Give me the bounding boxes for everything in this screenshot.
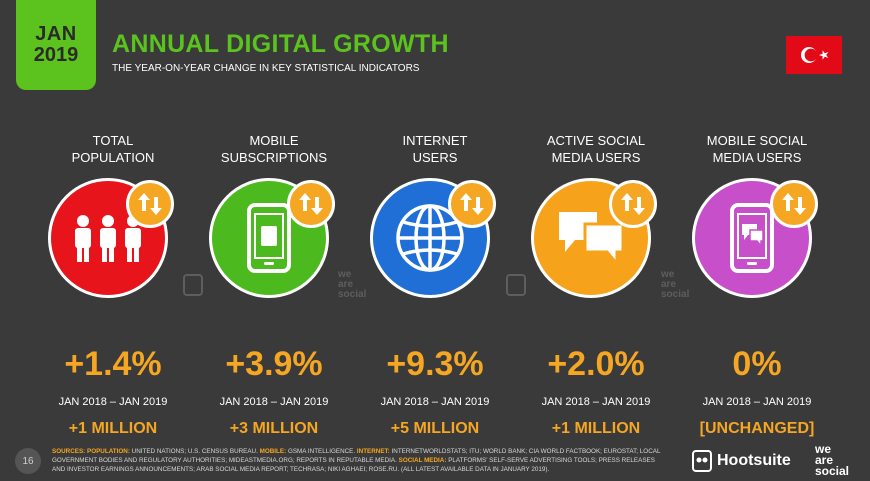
date-year: 2019 bbox=[33, 44, 79, 66]
label-line2: MEDIA USERS bbox=[712, 150, 802, 165]
source-internet: INTERNETWORLDSTATS; ITU; WORLD BANK; CIA… bbox=[52, 448, 661, 464]
logo-line1: we bbox=[815, 442, 832, 456]
date-range: JAN 2018 – JAN 2019 bbox=[541, 396, 651, 408]
sources-label: SOURCES: bbox=[52, 448, 86, 455]
watermark-line3: social bbox=[338, 289, 367, 300]
source-population: UNITED NATIONS; U.S. CENSUS BUREAU. bbox=[129, 448, 260, 455]
change-percent: +2.0% bbox=[547, 345, 645, 383]
label-line2: MEDIA USERS bbox=[551, 150, 641, 165]
absolute-change: +1 MILLION bbox=[551, 420, 641, 437]
indicator-label: MOBILE SUBSCRIPTIONS bbox=[199, 132, 349, 168]
indicator-label: MOBILE SOCIAL MEDIA USERS bbox=[682, 132, 832, 168]
date-range: JAN 2018 – JAN 2019 bbox=[702, 396, 812, 408]
people-icon bbox=[48, 178, 168, 298]
date-month: JAN bbox=[35, 23, 77, 45]
date-range: JAN 2018 – JAN 2019 bbox=[58, 396, 168, 408]
source-key-population: POPULATION: bbox=[87, 448, 130, 455]
indicator-internet-users: INTERNET USERS +9.3% JAN 2018 – JAN 2019… bbox=[360, 132, 510, 438]
indicator-circle bbox=[48, 178, 174, 298]
change-percent: +1.4% bbox=[64, 345, 162, 383]
label-line2: POPULATION bbox=[71, 150, 155, 165]
change-percent: +9.3% bbox=[386, 345, 484, 383]
updown-arrows-icon bbox=[448, 180, 496, 228]
absolute-change: [UNCHANGED] bbox=[699, 420, 815, 437]
label-line2: USERS bbox=[412, 150, 458, 165]
indicator-mobile-subscriptions: MOBILE SUBSCRIPTIONS +3.9% JAN 2018 – JA… bbox=[199, 132, 349, 438]
we-are-social-watermark: we are social bbox=[338, 270, 366, 300]
label-line1: INTERNET bbox=[402, 133, 468, 148]
updown-arrows-icon bbox=[770, 180, 818, 228]
indicator-mobile-social-media-users: MOBILE SOCIAL MEDIA USERS 0% JAN 2018 – … bbox=[682, 132, 832, 438]
date-badge: JAN 2019 bbox=[16, 0, 96, 90]
updown-arrows-icon bbox=[287, 180, 335, 228]
indicator-label: ACTIVE SOCIAL MEDIA USERS bbox=[521, 132, 671, 168]
turkey-flag-icon bbox=[786, 36, 842, 74]
updown-arrows-icon bbox=[609, 180, 657, 228]
indicator-circle bbox=[531, 178, 657, 298]
indicator-label: INTERNET USERS bbox=[360, 132, 510, 168]
owl-icon bbox=[692, 450, 712, 472]
watermark-line1: we bbox=[338, 269, 352, 280]
chat-bubbles-icon bbox=[531, 178, 651, 298]
change-percent: +3.9% bbox=[225, 345, 323, 383]
label-line2: SUBSCRIPTIONS bbox=[220, 150, 328, 165]
logo-line3: social bbox=[815, 464, 850, 478]
source-key-mobile: MOBILE: bbox=[259, 448, 287, 455]
sources-text: SOURCES: POPULATION: UNITED NATIONS; U.S… bbox=[52, 447, 664, 474]
we-are-social-watermark: we are social bbox=[661, 270, 689, 300]
watermark-line1: we bbox=[661, 269, 675, 280]
page-subtitle: THE YEAR-ON-YEAR CHANGE IN KEY STATISTIC… bbox=[112, 63, 420, 74]
owl-watermark-icon bbox=[506, 274, 526, 296]
indicator-circle bbox=[209, 178, 335, 298]
change-percent: 0% bbox=[732, 345, 782, 383]
indicator-active-social-media-users: ACTIVE SOCIAL MEDIA USERS +2.0% JAN 2018… bbox=[521, 132, 671, 438]
updown-arrows-icon bbox=[126, 180, 174, 228]
source-key-social: SOCIAL MEDIA: bbox=[398, 457, 447, 464]
owl-watermark-icon bbox=[183, 274, 203, 296]
absolute-change: +1 MILLION bbox=[68, 420, 158, 437]
watermark-line2: are bbox=[338, 279, 354, 290]
indicator-circle bbox=[692, 178, 818, 298]
source-key-internet: INTERNET: bbox=[356, 448, 390, 455]
page-title: ANNUAL DIGITAL GROWTH bbox=[112, 30, 449, 58]
label-line1: ACTIVE SOCIAL bbox=[546, 133, 646, 148]
label-line1: MOBILE bbox=[249, 133, 299, 148]
hootsuite-logo: Hootsuite bbox=[692, 450, 791, 472]
absolute-change: +5 MILLION bbox=[390, 420, 480, 437]
page-number: 16 bbox=[15, 448, 41, 474]
source-social: PLATFORMS' SELF-SERVE ADVERTISING TOOLS;… bbox=[52, 457, 655, 473]
watermark-line2: are bbox=[661, 279, 677, 290]
logo-line2: are bbox=[815, 453, 834, 467]
indicator-total-population: TOTAL POPULATION +1.4% JAN 2018 – JAN 20… bbox=[38, 132, 188, 438]
source-mobile: GSMA INTELLIGENCE. bbox=[286, 448, 357, 455]
we-are-social-logo: we are social bbox=[815, 442, 850, 478]
absolute-change: +3 MILLION bbox=[229, 420, 319, 437]
date-range: JAN 2018 – JAN 2019 bbox=[380, 396, 490, 408]
indicator-label: TOTAL POPULATION bbox=[38, 132, 188, 168]
hootsuite-wordmark: Hootsuite bbox=[717, 452, 791, 469]
label-line1: MOBILE SOCIAL bbox=[706, 133, 808, 148]
label-line1: TOTAL bbox=[92, 133, 134, 148]
watermark-line3: social bbox=[661, 289, 690, 300]
indicator-circle bbox=[370, 178, 496, 298]
date-range: JAN 2018 – JAN 2019 bbox=[219, 396, 329, 408]
